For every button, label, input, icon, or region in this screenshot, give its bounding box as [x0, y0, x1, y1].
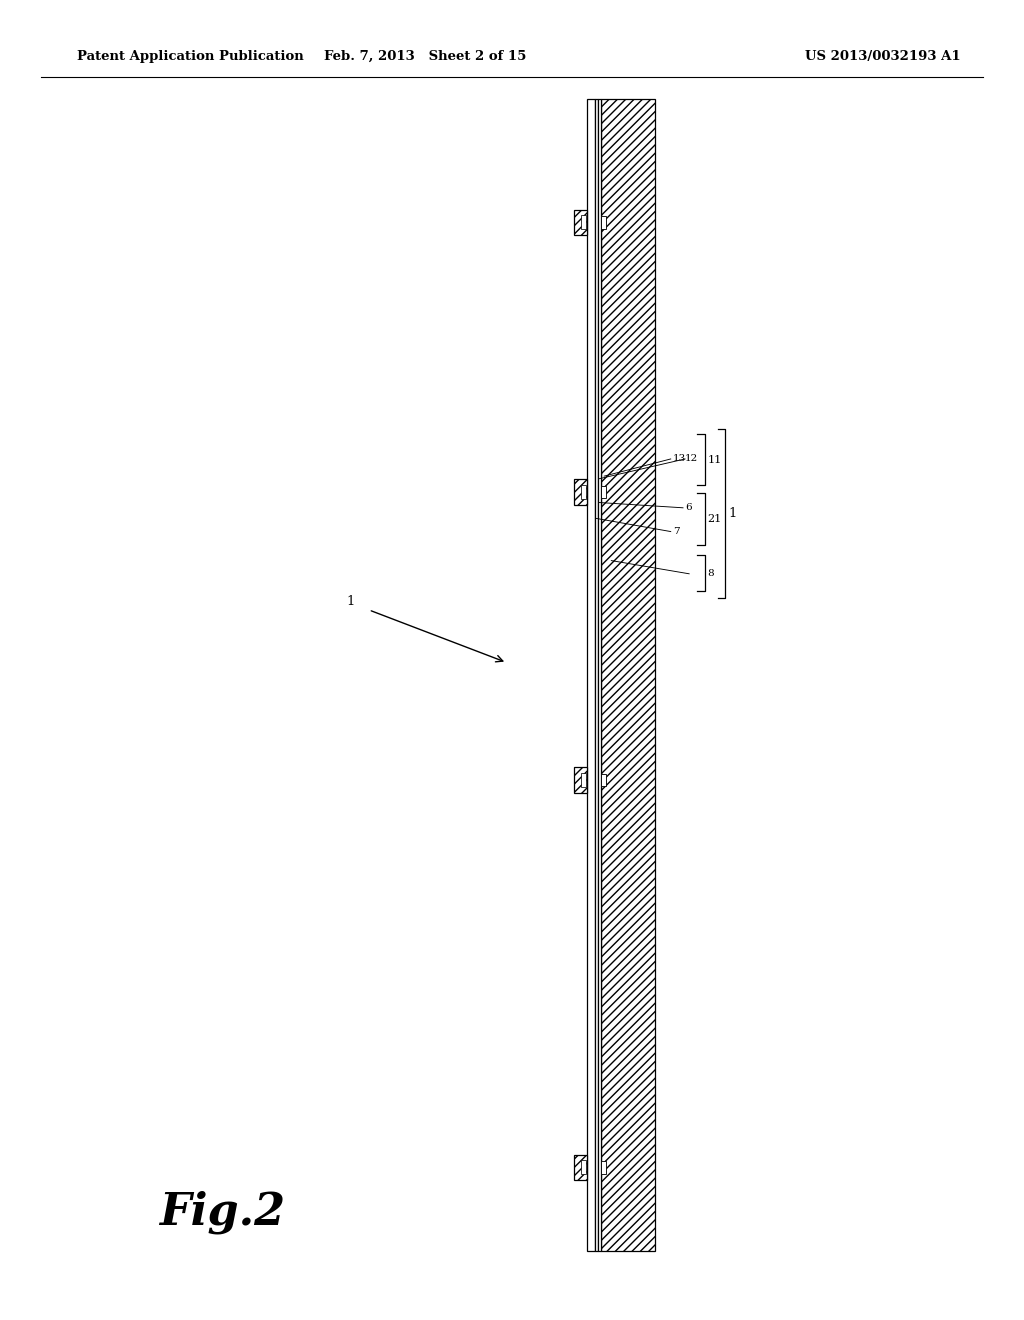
Text: 13: 13: [673, 454, 686, 463]
Text: 8: 8: [708, 569, 714, 578]
Bar: [582, 774, 586, 787]
Text: 6: 6: [685, 503, 691, 512]
Text: 11: 11: [708, 454, 722, 465]
Bar: [598, 99, 601, 1251]
Bar: [601, 1160, 605, 1173]
Text: 21: 21: [708, 513, 722, 524]
Text: 1: 1: [728, 507, 736, 520]
Bar: [574, 479, 587, 504]
Bar: [587, 99, 595, 1251]
Bar: [601, 774, 605, 787]
Bar: [582, 1160, 586, 1175]
Bar: [574, 767, 587, 793]
Text: Fig.2: Fig.2: [159, 1191, 285, 1233]
Bar: [582, 484, 586, 499]
Text: Feb. 7, 2013   Sheet 2 of 15: Feb. 7, 2013 Sheet 2 of 15: [324, 50, 526, 63]
Bar: [574, 210, 587, 235]
Bar: [582, 215, 586, 230]
Bar: [574, 1155, 587, 1180]
Bar: [601, 486, 605, 498]
Text: Patent Application Publication: Patent Application Publication: [77, 50, 303, 63]
Text: US 2013/0032193 A1: US 2013/0032193 A1: [805, 50, 961, 63]
Bar: [595, 99, 598, 1251]
Bar: [601, 99, 655, 1251]
Text: 7: 7: [673, 527, 679, 536]
Text: 12: 12: [685, 454, 698, 463]
Bar: [601, 216, 605, 228]
Text: 1: 1: [346, 595, 354, 609]
